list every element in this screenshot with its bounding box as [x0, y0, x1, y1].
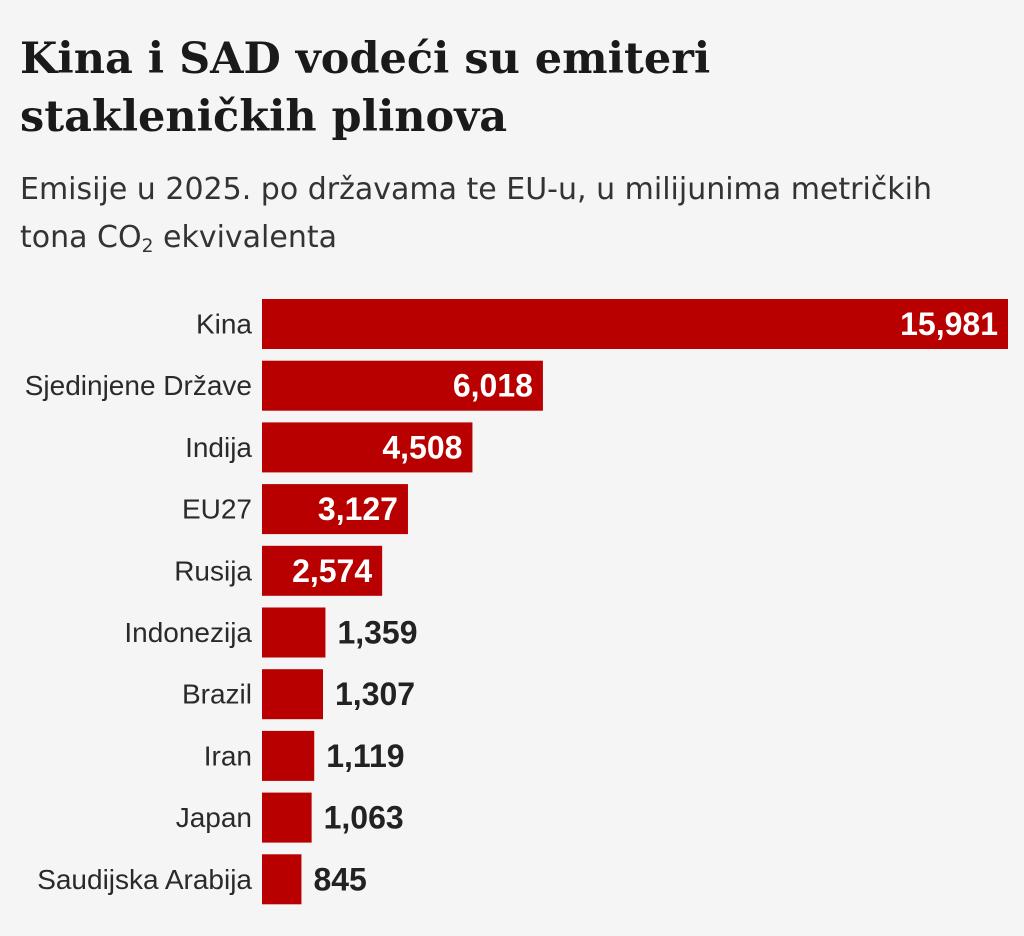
- bar: [262, 730, 315, 781]
- category-label: Japan: [176, 802, 252, 833]
- bar: [262, 422, 473, 473]
- bar: [262, 360, 543, 411]
- category-label: EU27: [182, 494, 252, 525]
- value-label: 4,508: [382, 429, 462, 465]
- category-label: Saudijska Arabija: [37, 864, 252, 895]
- bar: [262, 545, 383, 596]
- bar-chart-svg: Kina 15,981 Sjedinjene Države 6,018 Indija 4,…: [25, 299, 1008, 905]
- subtitle-end: ekvivalenta: [153, 220, 338, 255]
- category-label: Indija: [185, 432, 252, 463]
- bar: [262, 299, 1008, 349]
- value-label: 1,307: [335, 676, 415, 712]
- category-label: Iran: [204, 740, 252, 771]
- category-label: Indonezija: [124, 617, 252, 648]
- chart-title: Kina i SAD vodeći su emiteri staklenički…: [20, 34, 711, 142]
- bar-chart: Kina 15,981 Sjedinjene Države 6,018 Indija 4,…: [0, 290, 1024, 920]
- value-label: 6,018: [453, 368, 533, 404]
- value-label: 3,127: [318, 491, 398, 527]
- category-label: Sjedinjene Države: [25, 370, 252, 401]
- subtitle-text: Emisije u 2025. po državama te EU-u, u m…: [20, 172, 933, 255]
- value-label: 15,981: [900, 306, 998, 342]
- bar: [262, 607, 326, 658]
- value-label: 1,119: [326, 738, 404, 774]
- value-label: 2,574: [292, 553, 372, 589]
- bar: [262, 669, 324, 720]
- category-label: Kina: [196, 309, 252, 340]
- category-label: Brazil: [182, 679, 252, 710]
- value-label: 1,359: [337, 615, 417, 651]
- bar: [262, 484, 408, 535]
- chart-subtitle: Emisije u 2025. po državama te EU-u, u m…: [20, 166, 980, 262]
- bar: [262, 792, 312, 843]
- value-label: 1,063: [324, 800, 404, 836]
- value-label: 845: [313, 861, 366, 897]
- category-label: Rusija: [174, 555, 252, 586]
- subtitle-subscript: 2: [141, 235, 154, 257]
- bar: [262, 854, 302, 905]
